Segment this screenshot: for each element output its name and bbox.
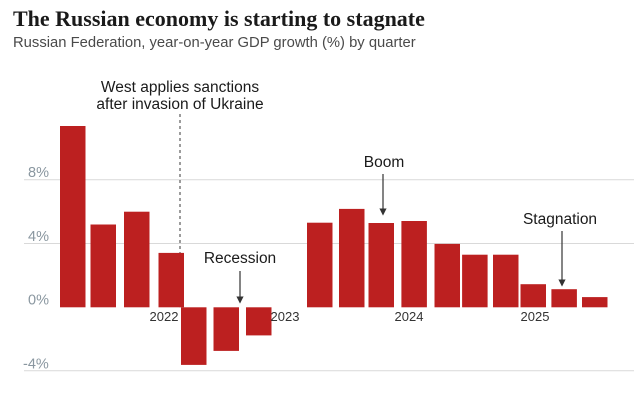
svg-text:Recession: Recession: [204, 250, 276, 267]
svg-text:2022: 2022: [150, 309, 179, 324]
svg-text:0%: 0%: [28, 293, 49, 309]
svg-text:Stagnation: Stagnation: [523, 211, 597, 228]
svg-text:8%: 8%: [28, 165, 49, 181]
svg-text:2024: 2024: [395, 309, 424, 324]
svg-text:4%: 4%: [28, 229, 49, 245]
svg-text:Boom: Boom: [364, 154, 405, 171]
svg-text:after invasion of Ukraine: after invasion of Ukraine: [96, 96, 263, 113]
svg-text:2025: 2025: [521, 309, 550, 324]
svg-text:2023: 2023: [271, 309, 300, 324]
svg-text:-4%: -4%: [23, 357, 49, 373]
svg-text:West applies sanctions: West applies sanctions: [101, 79, 259, 96]
